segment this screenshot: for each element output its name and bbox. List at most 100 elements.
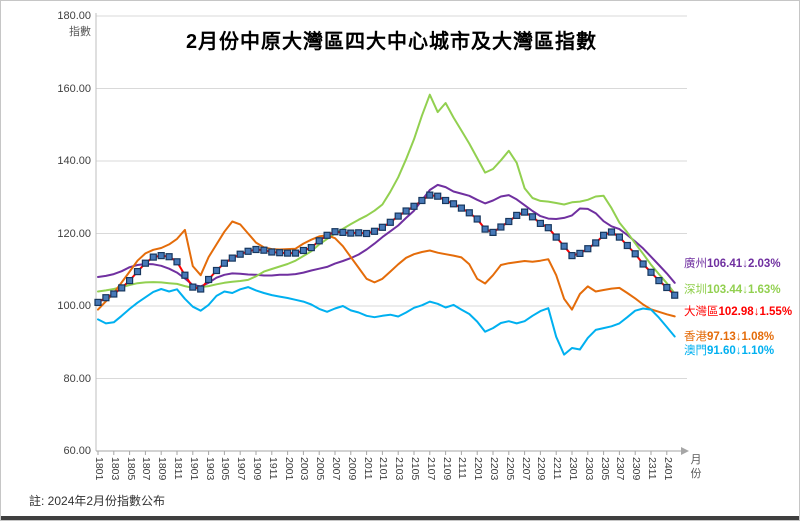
x-tick-label: 1805	[124, 457, 137, 481]
series-marker-大灣區	[442, 196, 450, 205]
y-tick-label: 80.00	[63, 372, 91, 385]
series-marker-大灣區	[228, 254, 236, 262]
x-tick-label: 1803	[108, 457, 121, 481]
series-marker-大灣區	[355, 229, 363, 237]
series-marker-大灣區	[252, 245, 260, 254]
down-arrow-icon: ↓	[735, 345, 742, 357]
series-line-香港	[97, 220, 676, 318]
footnote: 註: 2024年2月份指數公布	[29, 494, 166, 508]
series-marker-大灣區	[536, 219, 545, 227]
series-marker-大灣區	[110, 290, 118, 298]
x-tick-label: 2111	[456, 457, 469, 479]
x-tick-label: 2309	[630, 457, 643, 481]
series-marker-大灣區	[133, 268, 142, 276]
series-marker-大灣區	[568, 252, 576, 260]
series-marker-大灣區	[173, 258, 181, 266]
x-tick-label: 2207	[519, 457, 532, 481]
series-marker-大灣區	[623, 241, 631, 250]
series-marker-大灣區	[331, 228, 339, 236]
y-tick-label: 120.00	[57, 227, 91, 240]
legend-item-gba: 大灣區102.98↓1.55%	[684, 306, 792, 319]
x-tick-label: 1801	[93, 457, 105, 481]
x-axis-unit-text: 月份	[690, 454, 702, 480]
series-marker-大灣區	[268, 248, 276, 256]
bottom-border-bar	[1, 516, 799, 520]
series-marker-大灣區	[189, 283, 197, 291]
series-marker-大灣區	[323, 231, 331, 239]
x-tick-label: 2311	[646, 457, 658, 480]
x-tick-label: 1911	[266, 457, 279, 480]
series-marker-大灣區	[576, 249, 584, 257]
x-tick-label: 2205	[503, 457, 516, 481]
x-tick-label: 2101	[377, 457, 390, 481]
legend-label: 廣州	[684, 258, 707, 270]
series-marker-大灣區	[291, 249, 300, 257]
series-marker-大灣區	[149, 253, 157, 261]
series-line-深圳	[97, 93, 676, 295]
series-marker-大灣區	[141, 259, 149, 267]
series-marker-大灣區	[307, 244, 315, 252]
legend-value: 91.60	[707, 345, 736, 357]
x-tick-label: 2103	[393, 457, 406, 481]
x-tick-label: 2007	[330, 457, 342, 481]
x-tick-label: 2201	[472, 457, 485, 481]
series-marker-大灣區	[315, 237, 323, 245]
x-tick-label: 2401	[661, 457, 674, 481]
legend-change: 1.55%	[759, 306, 793, 318]
series-marker-大灣區	[205, 275, 213, 284]
series-marker-大灣區	[244, 247, 252, 255]
x-tick-label: 2009	[345, 457, 358, 481]
x-tick-label: 1809	[156, 457, 169, 481]
series-marker-大灣區	[584, 245, 592, 253]
series-marker-大灣區	[284, 249, 292, 257]
legend-value: 97.13	[707, 331, 736, 343]
series-marker-大灣區	[181, 271, 189, 279]
x-tick-label: 2005	[314, 457, 327, 481]
legend-value: 103.44	[707, 284, 743, 296]
series-marker-大灣區	[449, 200, 458, 208]
legend-item-guangzhou: 廣州106.41↓2.03%	[684, 258, 781, 271]
series-marker-大灣區	[520, 208, 529, 216]
series-marker-大灣區	[125, 277, 134, 285]
legend-item-hongkong: 香港97.13↓1.08%	[684, 331, 774, 344]
series-marker-大灣區	[599, 231, 608, 239]
series-marker-大灣區	[165, 253, 173, 261]
y-tick-label: 180.00	[57, 10, 91, 22]
series-marker-大灣區	[655, 277, 663, 285]
series-marker-大灣區	[544, 224, 552, 232]
x-tick-label: 2307	[614, 457, 627, 481]
legend-value: 106.41	[707, 258, 743, 270]
x-tick-label: 2003	[298, 457, 311, 481]
series-marker-大灣區	[220, 259, 228, 267]
x-tick-label: 1903	[203, 457, 216, 481]
series-marker-大灣區	[513, 211, 521, 219]
series-marker-大灣區	[552, 233, 560, 241]
series-marker-大灣區	[299, 246, 307, 255]
series-marker-大灣區	[157, 252, 165, 260]
series-marker-大灣區	[592, 239, 600, 247]
series-marker-大灣區	[410, 202, 418, 210]
series-marker-大灣區	[402, 207, 410, 215]
series-marker-大灣區	[118, 284, 126, 292]
series-marker-大灣區	[615, 233, 624, 241]
series-marker-大灣區	[663, 283, 671, 292]
series-marker-大灣區	[418, 196, 426, 205]
x-tick-label: 2303	[582, 457, 595, 481]
series-marker-大灣區	[378, 223, 386, 231]
legend-change: 1.08%	[741, 331, 775, 343]
legend-item-macau: 澳門91.60↓1.10%	[684, 345, 774, 358]
series-marker-大灣區	[473, 215, 481, 223]
series-marker-大灣區	[560, 242, 568, 250]
series-marker-大灣區	[671, 291, 679, 299]
x-tick-label: 1807	[140, 457, 153, 481]
series-marker-大灣區	[465, 209, 473, 217]
y-axis-unit-label: 指數	[69, 26, 91, 38]
series-marker-大灣區	[370, 227, 379, 235]
series-marker-大灣區	[528, 213, 537, 221]
down-arrow-icon: ↓	[735, 331, 742, 343]
x-tick-label: 1907	[235, 457, 248, 481]
down-arrow-icon: ↓	[742, 284, 748, 296]
series-marker-大灣區	[386, 218, 394, 226]
